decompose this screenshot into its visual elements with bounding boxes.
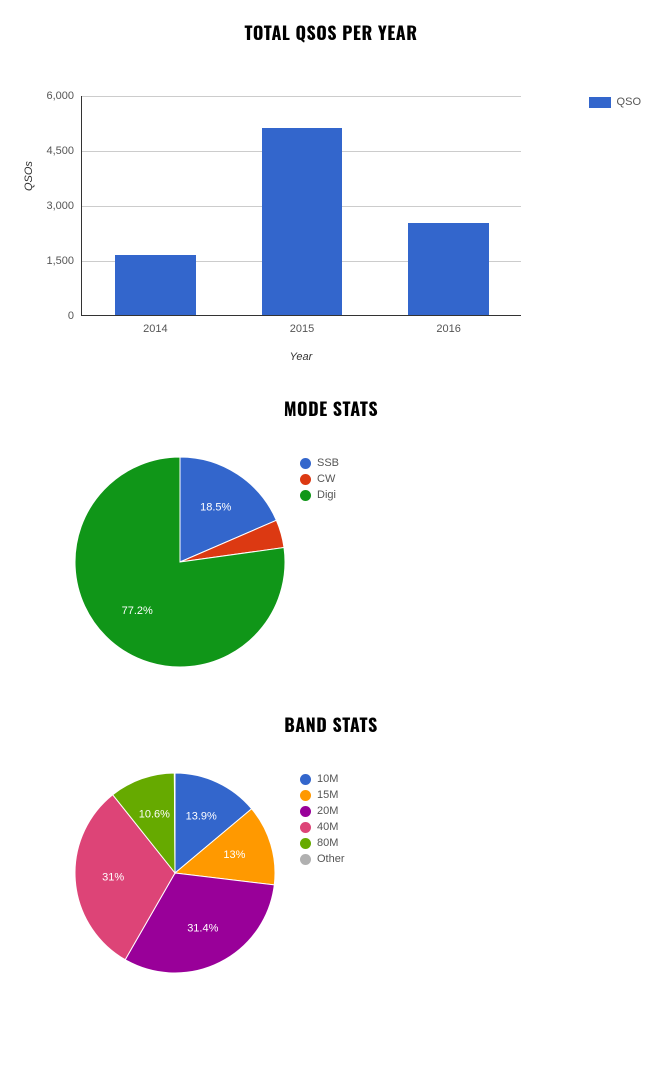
pie-legend-item: 10M xyxy=(300,773,345,785)
pie-slice-label: 13.9% xyxy=(186,811,217,823)
band-pie-svg: 13.9% 13% 31.4% 31% 10.6% xyxy=(70,768,280,978)
mode-pie-svg: 18.5% 77.2% xyxy=(70,452,290,672)
pie-legend-item: SSB xyxy=(300,457,339,469)
bar-chart-y-axis-label: QSOs xyxy=(23,161,35,191)
bar-chart-xtick-label: 2014 xyxy=(143,323,167,335)
bar-chart-ytick-label: 0 xyxy=(68,310,74,322)
legend-label: QSO xyxy=(617,96,641,108)
pie-legend-item: Digi xyxy=(300,489,339,501)
bar-chart-ytick-label: 4,500 xyxy=(46,145,74,157)
legend-swatch xyxy=(300,854,311,865)
mode-pie-legend: SSB CW Digi xyxy=(300,457,339,505)
pie-legend-item: 80M xyxy=(300,837,345,849)
pie-legend-item: 15M xyxy=(300,789,345,801)
pie-legend-item: CW xyxy=(300,473,339,485)
mode-pie-title: MODE STATS xyxy=(0,396,662,422)
pie-slice xyxy=(174,773,175,873)
legend-label: CW xyxy=(317,473,335,485)
band-pie-title: BAND STATS xyxy=(0,712,662,738)
legend-label: Other xyxy=(317,853,345,865)
pie-slice-label: 31.4% xyxy=(187,922,218,934)
pie-legend-item: 40M xyxy=(300,821,345,833)
bar-chart-ytick-label: 1,500 xyxy=(46,255,74,267)
bar-chart-xtick-label: 2015 xyxy=(290,323,314,335)
band-pie-chart: 13.9% 13% 31.4% 31% 10.6% 10M 15M 20M 40M 80M Oth… xyxy=(70,768,420,1008)
legend-swatch xyxy=(300,474,311,485)
legend-swatch xyxy=(300,790,311,801)
legend-swatch xyxy=(300,806,311,817)
mode-pie-section: 18.5% 77.2% SSB CW Digi xyxy=(0,452,662,692)
bar-chart-plot-area: 01,5003,0004,5006,000201420152016 xyxy=(81,96,521,316)
band-pie-legend: 10M 15M 20M 40M 80M Other xyxy=(300,773,345,869)
bar-chart-bar xyxy=(115,255,196,316)
bar-chart-legend-item: QSO xyxy=(589,96,641,108)
bar-chart-xtick-label: 2016 xyxy=(436,323,460,335)
bar-chart-ytick-label: 3,000 xyxy=(46,200,74,212)
legend-swatch xyxy=(300,774,311,785)
legend-swatch xyxy=(589,97,611,108)
legend-label: Digi xyxy=(317,489,336,501)
legend-swatch xyxy=(300,838,311,849)
legend-label: 20M xyxy=(317,805,338,817)
pie-slice-label: 18.5% xyxy=(200,501,231,513)
bar-chart-gridline xyxy=(82,96,521,97)
legend-label: 80M xyxy=(317,837,338,849)
pie-slice-label: 31% xyxy=(102,872,124,884)
bar-chart-title: TOTAL QSOS PER YEAR xyxy=(0,20,662,46)
bar-chart-bar xyxy=(408,223,489,315)
pie-legend-item: Other xyxy=(300,853,345,865)
legend-label: 10M xyxy=(317,773,338,785)
bar-chart: QSO 01,5003,0004,5006,000201420152016 QS… xyxy=(11,76,651,376)
legend-label: 15M xyxy=(317,789,338,801)
band-pie-section: 13.9% 13% 31.4% 31% 10.6% 10M 15M 20M 40M 80M Oth… xyxy=(0,768,662,1008)
mode-pie-chart: 18.5% 77.2% SSB CW Digi xyxy=(70,452,420,692)
legend-swatch xyxy=(300,822,311,833)
legend-label: 40M xyxy=(317,821,338,833)
bar-chart-ytick-label: 6,000 xyxy=(46,90,74,102)
legend-swatch xyxy=(300,490,311,501)
pie-slice-label: 77.2% xyxy=(122,605,153,617)
pie-slice-label: 10.6% xyxy=(139,808,170,820)
bar-chart-legend: QSO xyxy=(589,96,641,112)
pie-slice-label: 13% xyxy=(223,849,245,861)
legend-swatch xyxy=(300,458,311,469)
pie-legend-item: 20M xyxy=(300,805,345,817)
legend-label: SSB xyxy=(317,457,339,469)
bar-chart-bar xyxy=(262,128,343,315)
bar-chart-x-axis-label: Year xyxy=(81,351,521,363)
